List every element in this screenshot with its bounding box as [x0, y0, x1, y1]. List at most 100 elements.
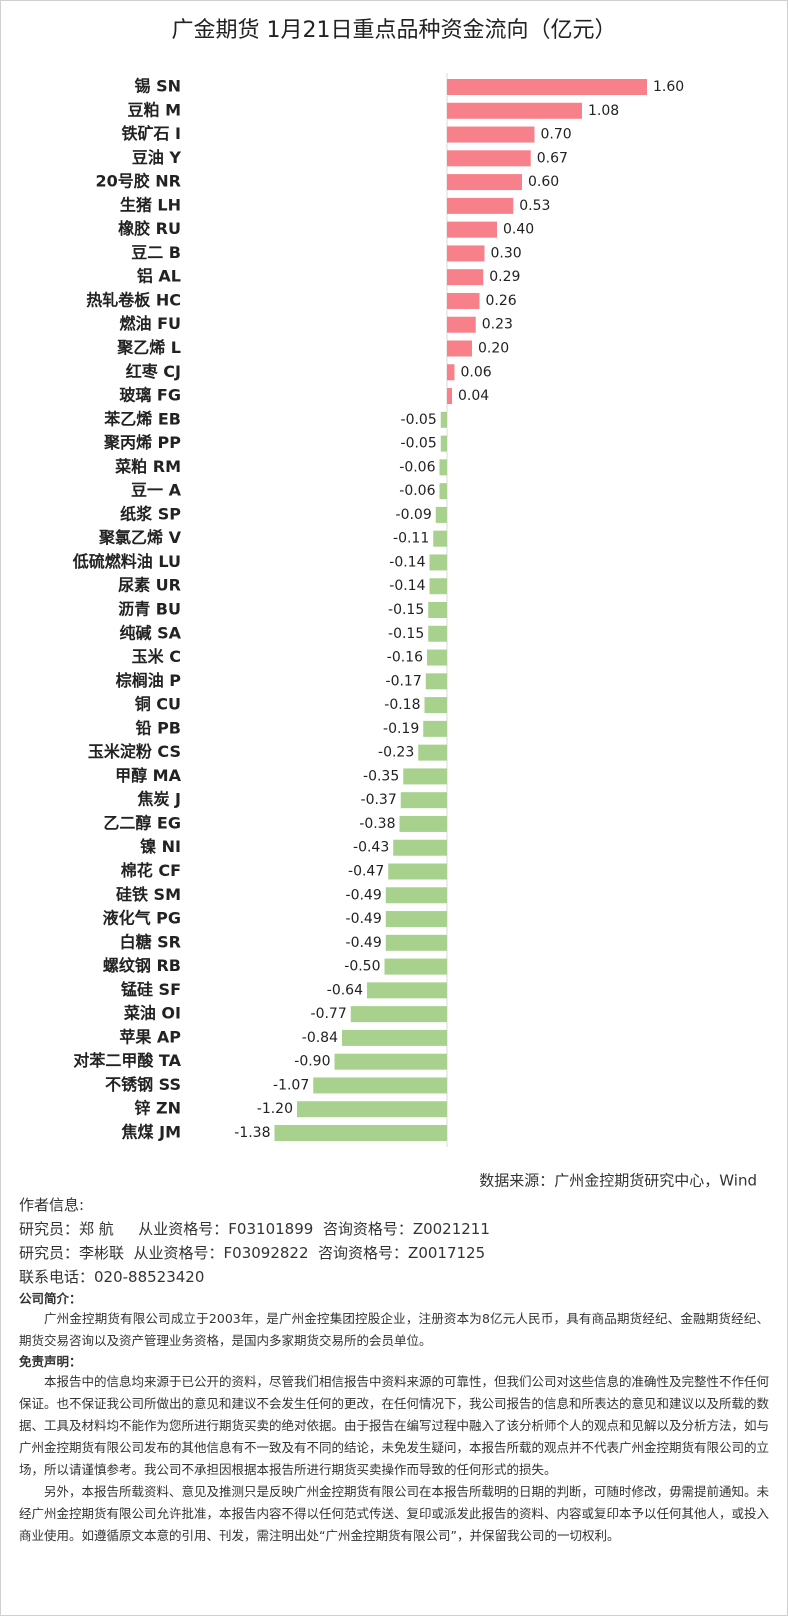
bar — [435, 506, 447, 523]
bar — [447, 388, 452, 405]
category-label: 不锈钢 SS — [105, 1075, 181, 1094]
bar — [385, 934, 447, 951]
bar — [447, 292, 480, 309]
category-label: 棕榈油 P — [116, 671, 182, 690]
category-label: 玉米 C — [132, 647, 181, 666]
value-label: -0.47 — [348, 864, 384, 880]
bar — [447, 221, 497, 238]
bar — [424, 697, 447, 714]
bar — [447, 150, 531, 167]
bar — [423, 720, 447, 737]
value-label: -0.38 — [359, 816, 395, 832]
value-label: -0.23 — [378, 745, 414, 761]
researcher: 研究员：郑 航 从业资格号：F03101899 咨询资格号：Z0021211 — [19, 1220, 490, 1238]
category-label: 低硫燃料油 LU — [72, 552, 181, 571]
value-label: 0.30 — [491, 245, 522, 261]
category-label: 20号胶 NR — [95, 172, 181, 191]
bar — [428, 625, 447, 642]
value-label: -0.50 — [344, 959, 380, 975]
bar — [429, 554, 447, 571]
category-label: 豆二 B — [131, 243, 181, 262]
category-label: 液化气 PG — [103, 909, 181, 928]
disclaimer: 本报告中的信息均来源于已公开的资料，尽管我们相信报告中资料来源的可靠性，但我们公… — [19, 1374, 770, 1477]
category-label: 甲醇 MA — [115, 766, 181, 785]
bar — [425, 673, 447, 690]
bar — [403, 768, 447, 785]
category-label: 螺纹钢 RB — [103, 956, 181, 975]
category-label: 橡胶 RU — [118, 219, 181, 238]
category-label: 铁矿石 I — [121, 124, 181, 143]
value-label: 0.06 — [461, 364, 492, 380]
bar — [447, 340, 472, 357]
value-label: -0.06 — [399, 459, 435, 475]
value-label: 0.60 — [528, 174, 559, 190]
value-label: -0.18 — [384, 697, 420, 713]
intro-title: 公司简介： — [19, 1291, 82, 1306]
category-label: 铜 CU — [135, 695, 181, 714]
category-label: 锡 SN — [135, 77, 182, 96]
disclaimer: 另外，本报告所载资料、意见及推测只是反映广州金控期货有限公司在本报告所载明的日期… — [19, 1484, 770, 1543]
bar — [439, 459, 447, 476]
bar — [447, 316, 476, 333]
value-label: -0.05 — [401, 436, 437, 452]
bar — [447, 364, 455, 381]
category-label: 玉米淀粉 CS — [88, 742, 181, 761]
category-label: 纯碱 SA — [120, 623, 182, 642]
phone: 联系电话：020-88523420 — [19, 1268, 205, 1286]
value-label: -1.20 — [257, 1101, 293, 1117]
value-label: -0.16 — [387, 650, 423, 666]
value-label: 0.53 — [519, 198, 550, 214]
intro: 广州金控期货有限公司成立于2003年，是广州金控集团控股企业，注册资本为8亿元人… — [19, 1311, 769, 1348]
bar — [313, 1077, 447, 1094]
value-label: 1.08 — [588, 103, 619, 119]
value-label: -0.64 — [327, 982, 363, 998]
bar — [447, 79, 647, 95]
value-label: 0.29 — [489, 269, 520, 285]
value-label: 0.20 — [478, 341, 509, 357]
value-label: -0.14 — [389, 578, 425, 594]
value-label: -0.90 — [294, 1054, 330, 1070]
bar — [428, 602, 447, 618]
category-label: 菜粕 RM — [114, 457, 181, 476]
value-label: 0.40 — [503, 222, 534, 238]
category-label: 聚丙烯 PP — [103, 433, 181, 452]
category-label: 锌 ZN — [134, 1099, 181, 1118]
bar — [447, 102, 582, 119]
bar — [429, 578, 447, 595]
bar — [433, 530, 447, 547]
chart: 广金期货 1月21日重点品种资金流向（亿元） 数据来源：广州金控期货研究中心，W… — [72, 18, 757, 1190]
bar — [447, 197, 514, 214]
bar — [334, 1053, 447, 1070]
disclaimer-title: 免责声明： — [19, 1354, 82, 1369]
bar — [447, 245, 485, 262]
category-label: 铅 PB — [136, 718, 182, 737]
value-label: -0.19 — [383, 721, 419, 737]
value-label: -0.14 — [389, 554, 425, 570]
value-label: -0.77 — [311, 1006, 347, 1022]
value-label: -0.49 — [346, 887, 382, 903]
category-label: 燃油 FU — [120, 314, 182, 333]
bar — [385, 887, 447, 904]
category-label: 锰硅 SF — [121, 980, 181, 999]
category-label: 对苯二甲酸 TA — [73, 1051, 181, 1070]
category-label: 苹果 AP — [119, 1027, 181, 1046]
footer: 作者信息: 研究员：郑 航 从业资格号：F03101899 咨询资格号：Z002… — [19, 1193, 769, 1547]
bar — [367, 982, 447, 999]
value-label: -0.05 — [401, 412, 437, 428]
bar — [350, 1006, 447, 1023]
category-label: 铝 AL — [137, 267, 181, 286]
category-label: 热轧卷板 HC — [86, 290, 181, 309]
bar — [342, 1029, 447, 1046]
bar — [447, 174, 522, 191]
source: 数据来源：广州金控期货研究中心，Wind — [479, 1172, 757, 1190]
bar — [393, 839, 447, 856]
category-label: 硅铁 SM — [116, 885, 181, 904]
category-label: 焦炭 J — [136, 790, 181, 809]
value-label: -0.11 — [393, 531, 429, 547]
value-label: -0.09 — [396, 507, 432, 523]
bar — [274, 1125, 447, 1141]
value-label: 0.23 — [482, 317, 513, 333]
bar — [388, 863, 447, 880]
category-label: 菜油 OI — [123, 1004, 181, 1023]
